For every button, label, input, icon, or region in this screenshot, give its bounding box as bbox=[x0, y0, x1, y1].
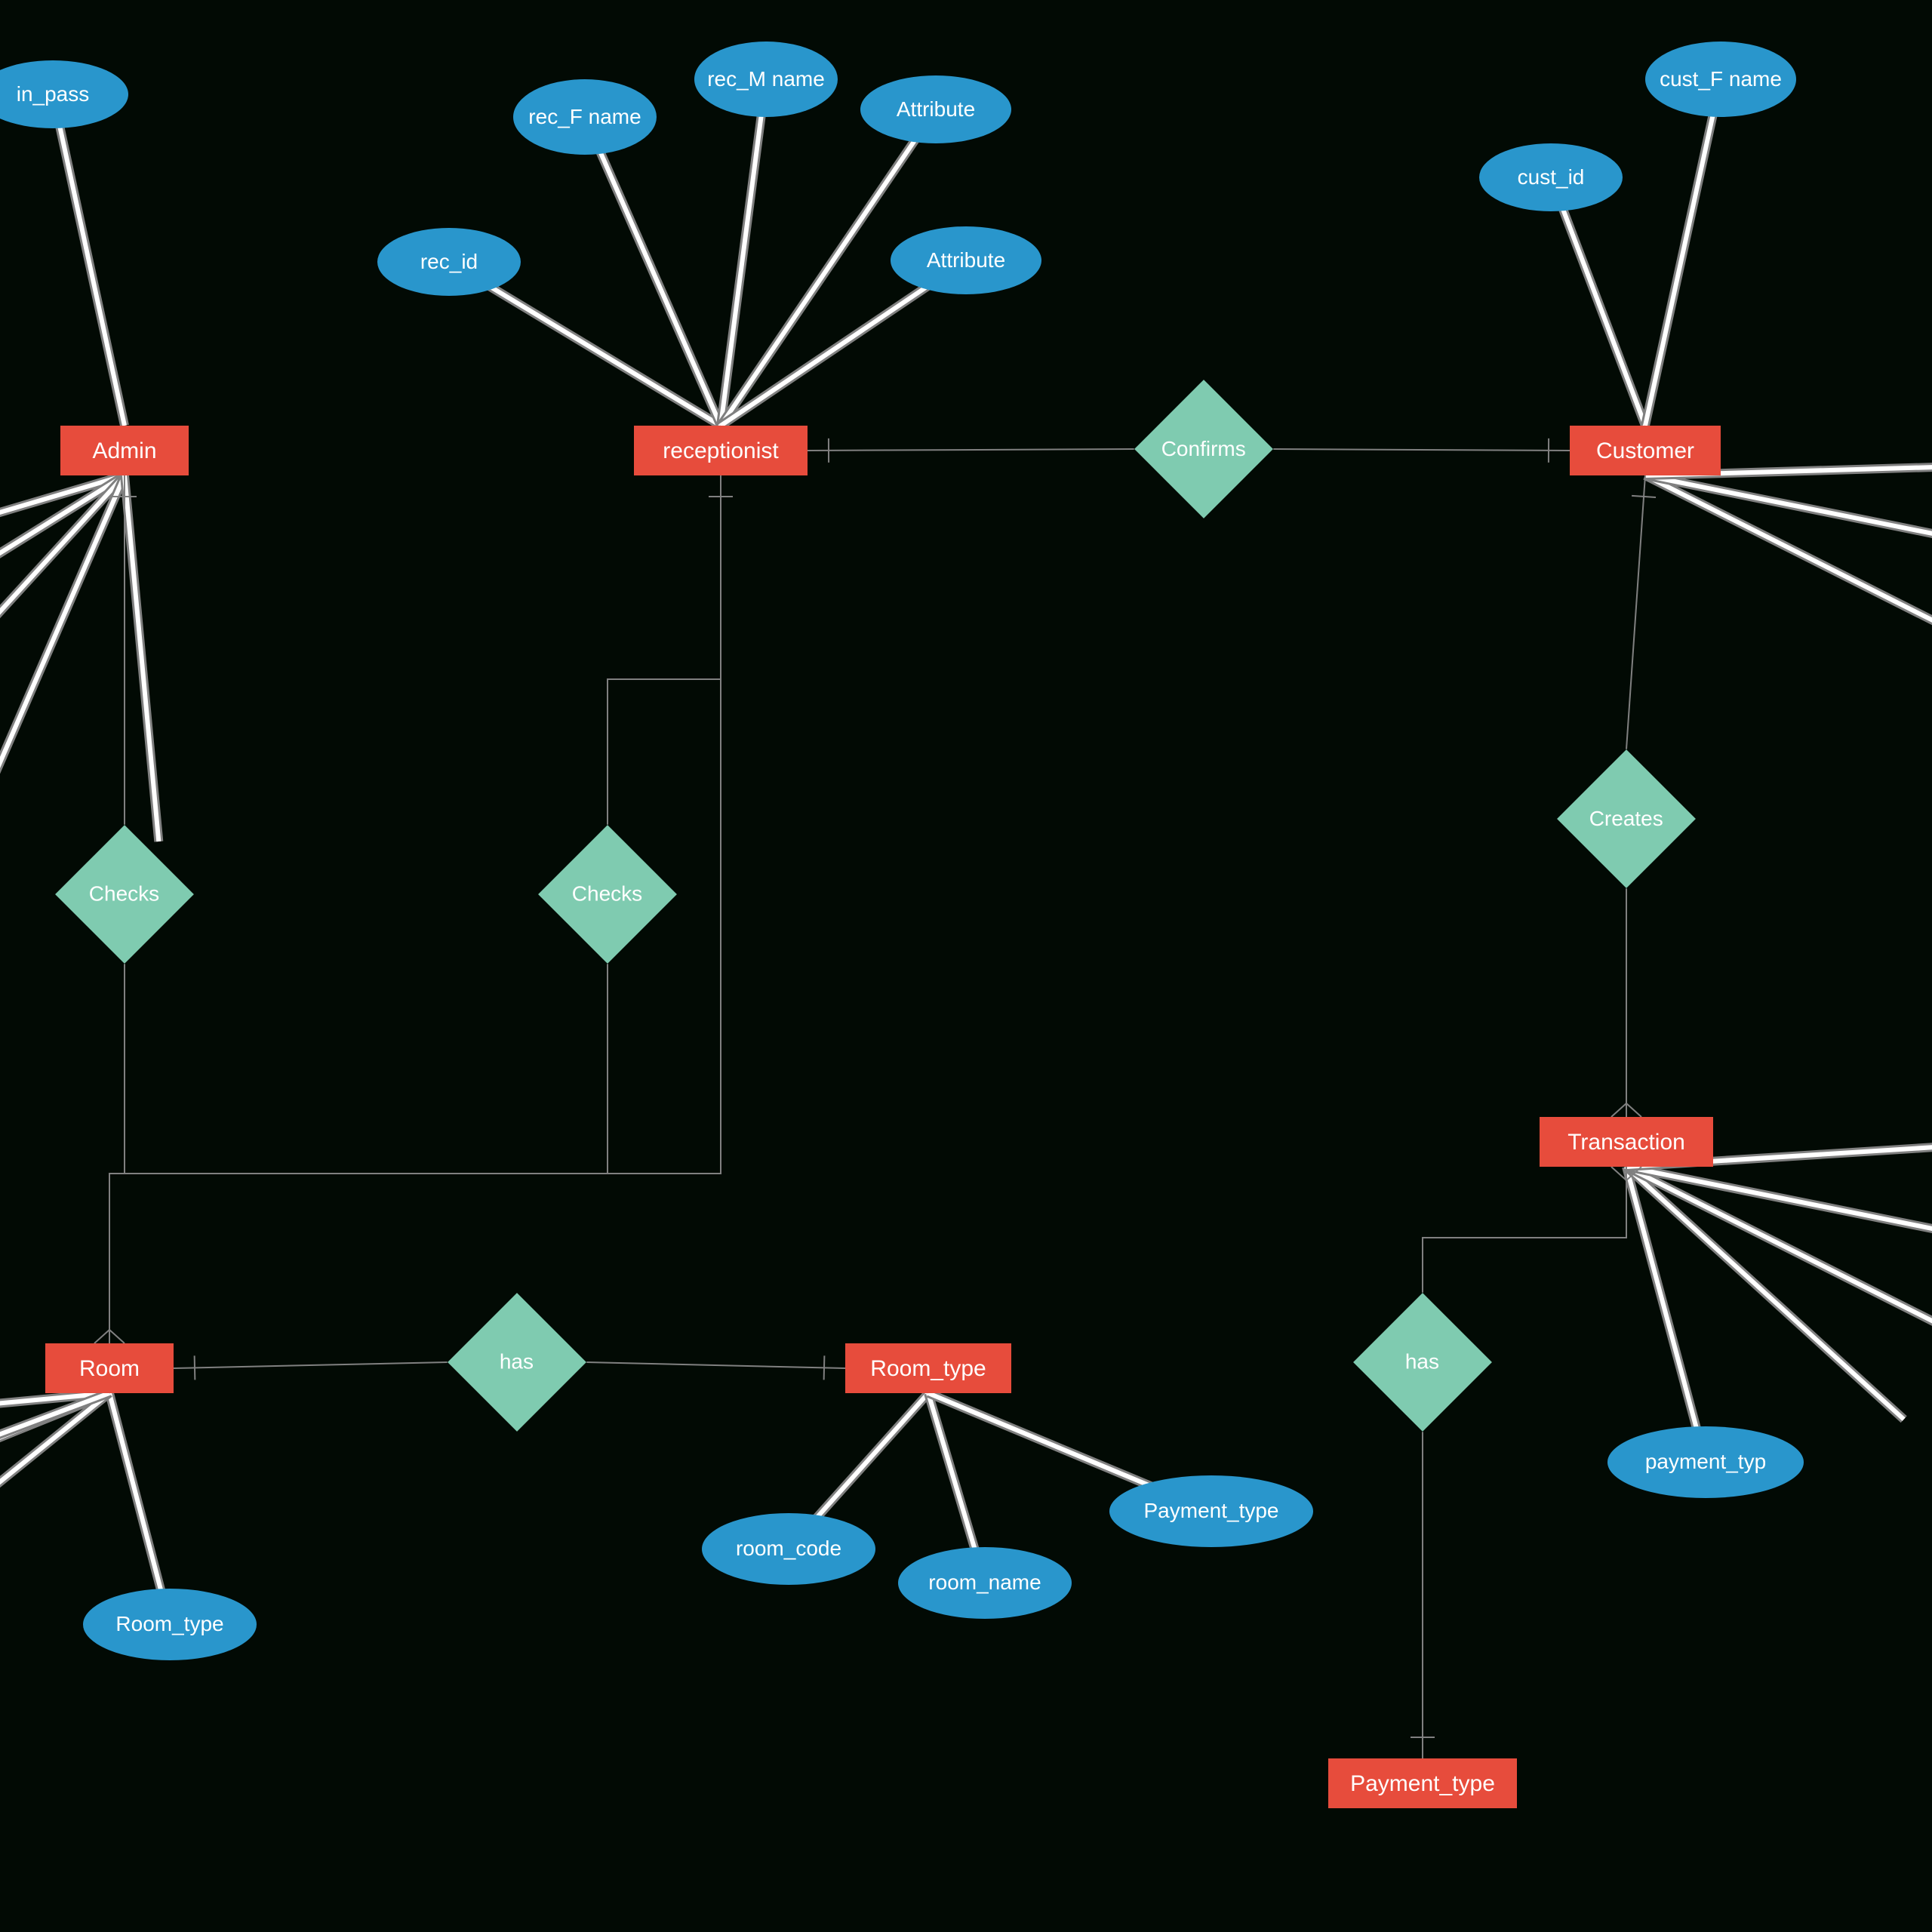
relationship-checks2: Checks bbox=[538, 825, 677, 964]
er-diagram-canvas: Admin receptionist Customer Room Room_type Tr… bbox=[0, 0, 1932, 1932]
attribute-a_rec_attr1: Attribute bbox=[860, 75, 1011, 143]
relationship-label: Checks bbox=[89, 883, 159, 906]
attribute-a_cust_id: cust_id bbox=[1479, 143, 1623, 211]
relationship-label: Checks bbox=[572, 883, 642, 906]
attribute-a_rec_attr2: Attribute bbox=[891, 226, 1041, 294]
relationship-label: Confirms bbox=[1161, 438, 1246, 461]
entity-transaction: Transaction bbox=[1540, 1117, 1713, 1167]
attribute-label: rec_M name bbox=[700, 68, 832, 91]
attribute-a_rec_mname: rec_M name bbox=[694, 42, 838, 117]
relationship-has1: has bbox=[448, 1293, 586, 1432]
attribute-a_cust_fname: cust_F name bbox=[1645, 42, 1796, 117]
entity-label: Admin bbox=[92, 438, 156, 463]
relationship-label: has bbox=[500, 1351, 534, 1374]
attribute-a_admin_pass: in_pass bbox=[0, 60, 128, 128]
attribute-a_room_name: room_name bbox=[898, 1547, 1072, 1619]
attribute-label: room_name bbox=[921, 1571, 1048, 1595]
entity-label: Room bbox=[79, 1356, 140, 1381]
attribute-label: rec_F name bbox=[521, 106, 648, 129]
relationship-confirms: Confirms bbox=[1134, 380, 1273, 518]
attribute-label: cust_F name bbox=[1652, 68, 1789, 91]
attribute-label: cust_id bbox=[1510, 166, 1592, 189]
attribute-label: Attribute bbox=[889, 98, 983, 122]
attribute-a_room_type: Room_type bbox=[83, 1589, 257, 1660]
entity-label: receptionist bbox=[663, 438, 778, 463]
attribute-label: room_code bbox=[728, 1537, 849, 1561]
attribute-a_rec_id: rec_id bbox=[377, 228, 521, 296]
attribute-a_rec_fname: rec_F name bbox=[513, 79, 657, 155]
attribute-a_ptype: Payment_type bbox=[1109, 1475, 1313, 1547]
entity-admin: Admin bbox=[60, 426, 189, 475]
relationship-has2: has bbox=[1353, 1293, 1492, 1432]
relationship-creates: Creates bbox=[1557, 749, 1696, 888]
attribute-label: Room_type bbox=[108, 1613, 231, 1636]
relationship-label: Creates bbox=[1589, 808, 1663, 831]
attribute-label: payment_typ bbox=[1638, 1451, 1774, 1474]
entity-paymenttype: Payment_type bbox=[1328, 1758, 1517, 1808]
entity-room: Room bbox=[45, 1343, 174, 1393]
entity-label: Payment_type bbox=[1350, 1771, 1495, 1796]
relationship-label: has bbox=[1405, 1351, 1439, 1374]
attribute-label: Payment_type bbox=[1137, 1500, 1287, 1523]
entity-customer: Customer bbox=[1570, 426, 1721, 475]
entity-label: Transaction bbox=[1567, 1130, 1685, 1155]
entity-label: Customer bbox=[1596, 438, 1694, 463]
attribute-label: Attribute bbox=[919, 249, 1013, 272]
attribute-a_tx_ptype: payment_typ bbox=[1607, 1426, 1804, 1498]
entity-label: Room_type bbox=[870, 1356, 986, 1381]
attribute-label: rec_id bbox=[413, 251, 485, 274]
entity-roomtype: Room_type bbox=[845, 1343, 1011, 1393]
attribute-label: in_pass bbox=[9, 83, 97, 106]
relationship-checks1: Checks bbox=[55, 825, 194, 964]
attribute-a_room_code: room_code bbox=[702, 1513, 875, 1585]
entity-receptionist: receptionist bbox=[634, 426, 808, 475]
